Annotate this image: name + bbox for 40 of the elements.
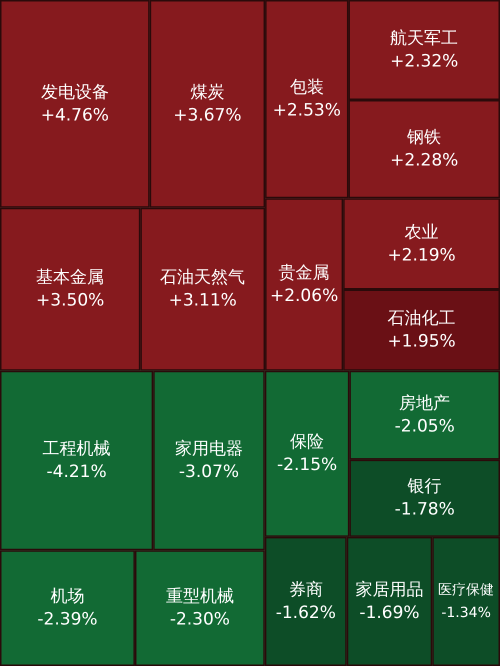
category-label: 贵金属 [278,262,330,283]
category-label: 重型机械 [166,586,234,607]
data-label: -2.05% [394,416,455,437]
data-label: -2.30% [170,610,230,630]
data-label: -1.78% [394,500,455,520]
data-label: +4.76% [40,105,109,126]
data-label: +2.53% [272,100,341,121]
data-label: -1.69% [359,602,420,623]
category-label: 房地产 [399,394,450,414]
category-label: 家用电器 [174,438,243,459]
data-label: +3.50% [36,290,104,311]
data-label: -4.21% [46,462,107,482]
data-label: -3.07% [178,462,240,482]
data-label: -1.62% [276,602,336,623]
category-label: 发电设备 [40,82,109,102]
category-label: 银行 [406,476,442,497]
category-label: 石油化工 [388,308,456,329]
category-label: 医疗保健 [438,582,494,598]
category-label: 农业 [404,222,439,242]
data-label: +2.28% [390,150,458,171]
category-label: 机场 [50,586,84,607]
category-label: 航天军工 [390,28,458,48]
data-label: -2.15% [277,455,338,476]
data-label: +2.32% [390,51,458,72]
category-label: 工程机械 [42,438,111,459]
category-label: 包装 [290,78,324,98]
data-label: +3.67% [173,105,242,126]
data-label: -1.34% [441,605,491,622]
category-label: 钢铁 [406,128,442,148]
data-label: +2.19% [387,245,456,266]
category-label: 石油天然气 [160,268,246,288]
category-label: 家居用品 [355,580,424,600]
category-label: 煤炭 [190,82,224,102]
category-label: 券商 [288,580,323,600]
data-label: -2.39% [37,610,98,630]
category-label: 保险 [290,432,324,452]
data-label: +1.95% [387,332,456,352]
data-label: +3.11% [168,290,237,311]
category-label: 基本金属 [36,268,104,288]
data-label: +2.06% [270,286,338,306]
